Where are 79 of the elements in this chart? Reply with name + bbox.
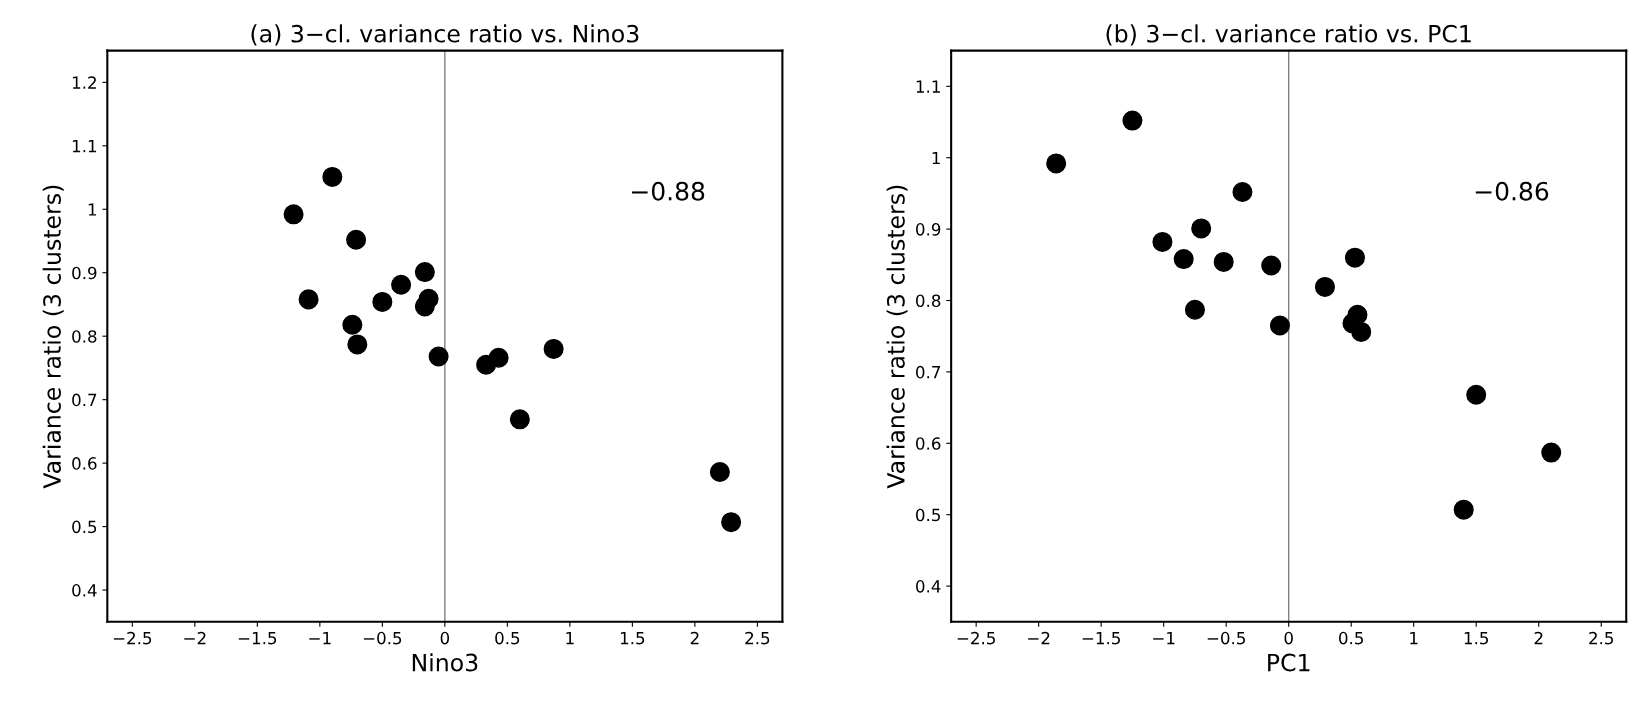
point — [342, 314, 363, 335]
point — [1314, 276, 1335, 297]
point — [488, 347, 509, 368]
x-tick-label: 2 — [690, 631, 699, 645]
chart-title: (a) 3−cl. variance ratio vs. Nino3 — [251, 24, 639, 46]
chart-title: (b) 3−cl. variance ratio vs. PC1 — [1106, 24, 1471, 46]
point — [1152, 231, 1173, 252]
point — [1466, 384, 1487, 405]
point — [1213, 251, 1234, 272]
y-tick-label: 1.1 — [916, 80, 940, 93]
y-tick-label: 1 — [88, 203, 97, 216]
x-tick-label: 0.5 — [495, 631, 520, 645]
y-tick-label: 0.6 — [916, 437, 941, 450]
x-axis-title: PC1 — [1268, 653, 1310, 672]
point — [709, 461, 730, 483]
y-tick-label: 0.4 — [916, 580, 941, 593]
point — [346, 229, 367, 250]
x-tick-label: 2 — [1534, 631, 1543, 645]
y-tick-label: 0.9 — [916, 223, 941, 236]
y-tick-label: 0.4 — [72, 584, 97, 597]
point — [1184, 299, 1205, 320]
x-tick-label: −0.5 — [1207, 631, 1245, 645]
y-tick-label: 0.7 — [916, 365, 941, 379]
point — [414, 262, 435, 283]
point — [391, 274, 412, 295]
point — [1261, 255, 1282, 276]
point — [1344, 247, 1365, 268]
y-tick-label: 0.9 — [72, 266, 97, 280]
x-axis-title: Nino3 — [412, 653, 478, 672]
point — [1046, 153, 1067, 174]
y-tick-label: 0.5 — [72, 520, 97, 534]
point — [347, 334, 368, 355]
point — [1351, 321, 1372, 342]
point — [322, 166, 343, 187]
point — [1453, 499, 1474, 520]
x-tick-label: 2.5 — [1589, 631, 1614, 645]
point — [372, 291, 393, 312]
point — [414, 296, 435, 317]
x-tick-label: −2.5 — [957, 631, 995, 645]
x-tick-label: 1.5 — [620, 632, 645, 645]
x-tick-label: 1 — [566, 632, 574, 645]
x-tick-label: 0 — [440, 631, 450, 645]
point — [428, 346, 449, 367]
y-tick-label: 0.8 — [916, 294, 941, 308]
x-tick-label: −1 — [309, 632, 331, 645]
y-tick-label: 0.7 — [72, 393, 97, 407]
point — [721, 512, 742, 533]
annotation: −0.88 — [631, 181, 705, 201]
y-axis-title: Variance ratio (3 clusters) — [886, 185, 908, 489]
point — [1173, 249, 1194, 270]
point — [509, 409, 530, 430]
point — [1232, 181, 1253, 202]
x-tick-label: 0.5 — [1339, 631, 1363, 645]
x-tick-label: −2 — [184, 631, 206, 645]
x-tick-label: −1 — [1153, 632, 1175, 645]
x-tick-label: −1.5 — [238, 632, 277, 645]
point — [1191, 218, 1212, 239]
x-tick-label: 1 — [1410, 632, 1418, 645]
point — [1122, 110, 1143, 131]
y-tick-label: 1 — [932, 151, 940, 165]
y-axis-title: Variance ratio (3 clusters) — [42, 185, 64, 489]
x-tick-label: 0 — [1284, 631, 1293, 645]
y-tick-label: 1.2 — [72, 76, 96, 89]
x-tick-label: 1.5 — [1464, 632, 1489, 645]
y-tick-label: 0.6 — [72, 457, 97, 470]
point — [283, 204, 304, 225]
x-tick-label: 2.5 — [745, 631, 770, 645]
point — [543, 338, 564, 359]
x-tick-label: −1.5 — [1082, 632, 1120, 645]
x-tick-label: −2 — [1028, 631, 1050, 645]
y-tick-label: 0.8 — [72, 330, 97, 343]
x-tick-label: −0.5 — [363, 631, 402, 645]
annotation: −0.86 — [1475, 181, 1549, 201]
y-tick-label: 1.1 — [72, 139, 97, 153]
x-tick-label: −2.5 — [113, 631, 152, 645]
point — [1541, 442, 1562, 463]
point — [1269, 315, 1290, 336]
y-tick-label: 0.5 — [916, 508, 940, 522]
point — [298, 289, 319, 310]
